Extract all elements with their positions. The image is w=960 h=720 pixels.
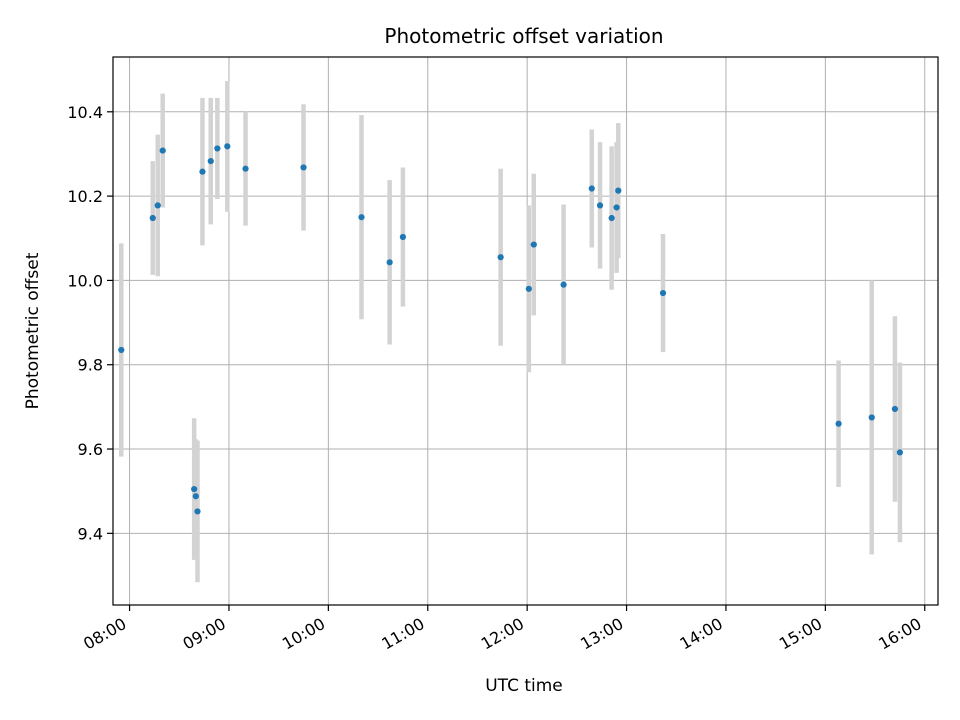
data-point — [149, 214, 156, 222]
x-axis-title: UTC time — [485, 676, 563, 696]
y-tick-label: 9.4 — [78, 524, 103, 543]
data-point — [525, 285, 532, 292]
data-point — [300, 164, 307, 171]
y-tick-label: 10.0 — [67, 271, 103, 290]
chart-title: Photometric offset variation — [384, 24, 663, 48]
y-axis-title: Photometric offset — [23, 252, 43, 409]
data-point — [199, 168, 206, 175]
data-point — [615, 187, 622, 194]
data-point — [159, 147, 166, 154]
y-tick-label: 9.8 — [78, 356, 103, 375]
data-point — [191, 485, 198, 493]
data-point — [608, 214, 615, 222]
data-point — [214, 145, 221, 152]
data-points — [118, 143, 903, 515]
data-point — [659, 289, 667, 297]
data-point — [194, 508, 201, 515]
data-point — [358, 214, 365, 221]
data-point — [207, 158, 214, 165]
data-point — [224, 143, 231, 150]
data-point — [399, 233, 407, 241]
data-point — [497, 254, 504, 261]
data-point — [560, 281, 567, 288]
data-point — [242, 165, 249, 172]
data-point — [588, 185, 595, 192]
data-point — [192, 493, 199, 500]
data-point — [896, 449, 903, 456]
y-tick-label: 10.2 — [67, 187, 103, 206]
y-axis-ticks: 9.4 9.6 9.8 10.0 10.2 10.4 — [67, 103, 113, 543]
plot-frame — [112, 56, 939, 606]
y-tick-label: 9.6 — [78, 440, 103, 459]
y-tick-label: 10.4 — [67, 103, 103, 122]
data-point — [868, 414, 875, 421]
data-point — [596, 202, 604, 209]
data-point — [891, 405, 899, 413]
data-point — [613, 204, 620, 211]
data-point — [118, 346, 125, 354]
data-point — [154, 202, 161, 209]
data-point — [530, 241, 537, 248]
data-point — [835, 420, 842, 427]
data-point — [386, 259, 393, 266]
